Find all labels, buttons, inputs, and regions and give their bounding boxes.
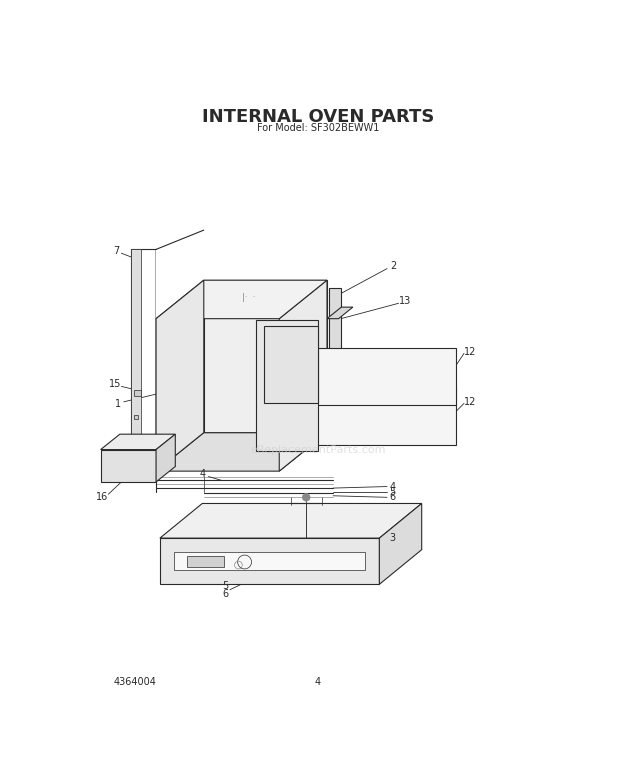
Circle shape bbox=[303, 493, 310, 501]
Text: 12: 12 bbox=[464, 396, 476, 407]
Text: 13: 13 bbox=[399, 296, 411, 306]
Text: 1: 1 bbox=[115, 399, 121, 409]
Polygon shape bbox=[204, 280, 327, 432]
Bar bbox=[135, 415, 138, 419]
Text: For Model: SF302BEWW1: For Model: SF302BEWW1 bbox=[257, 123, 379, 133]
Polygon shape bbox=[156, 434, 175, 482]
Polygon shape bbox=[160, 504, 422, 538]
Text: 4364004: 4364004 bbox=[113, 677, 157, 687]
Polygon shape bbox=[279, 348, 456, 405]
Polygon shape bbox=[160, 538, 379, 584]
Polygon shape bbox=[279, 280, 327, 471]
Polygon shape bbox=[327, 307, 353, 319]
Polygon shape bbox=[100, 434, 175, 450]
Polygon shape bbox=[264, 326, 317, 404]
Polygon shape bbox=[156, 280, 204, 471]
Text: eReplacementParts.com: eReplacementParts.com bbox=[250, 445, 386, 454]
Polygon shape bbox=[131, 249, 141, 471]
Polygon shape bbox=[100, 450, 156, 482]
Text: 5: 5 bbox=[389, 487, 396, 497]
Text: 12: 12 bbox=[464, 346, 476, 357]
Text: 2: 2 bbox=[390, 261, 396, 271]
Text: 6: 6 bbox=[223, 589, 228, 598]
Text: 4: 4 bbox=[315, 677, 321, 687]
Text: 5: 5 bbox=[222, 581, 229, 591]
Polygon shape bbox=[156, 280, 327, 319]
Polygon shape bbox=[379, 504, 422, 584]
Text: INTERNAL OVEN PARTS: INTERNAL OVEN PARTS bbox=[202, 108, 434, 126]
Text: |·  ·: |· · bbox=[242, 292, 255, 302]
Text: 14: 14 bbox=[271, 412, 283, 422]
Text: 3: 3 bbox=[389, 533, 396, 543]
Polygon shape bbox=[256, 320, 317, 451]
Text: 4: 4 bbox=[389, 482, 396, 492]
Text: 11: 11 bbox=[281, 418, 293, 428]
Text: 4: 4 bbox=[199, 469, 205, 479]
Text: 15: 15 bbox=[109, 379, 122, 389]
Bar bbox=[187, 556, 224, 567]
Bar bbox=[135, 389, 141, 396]
Text: 7: 7 bbox=[113, 246, 119, 256]
Text: 16: 16 bbox=[96, 493, 108, 502]
Text: 6: 6 bbox=[389, 493, 396, 502]
Polygon shape bbox=[174, 552, 365, 571]
Polygon shape bbox=[279, 388, 456, 445]
Polygon shape bbox=[329, 288, 341, 407]
Polygon shape bbox=[156, 432, 327, 471]
